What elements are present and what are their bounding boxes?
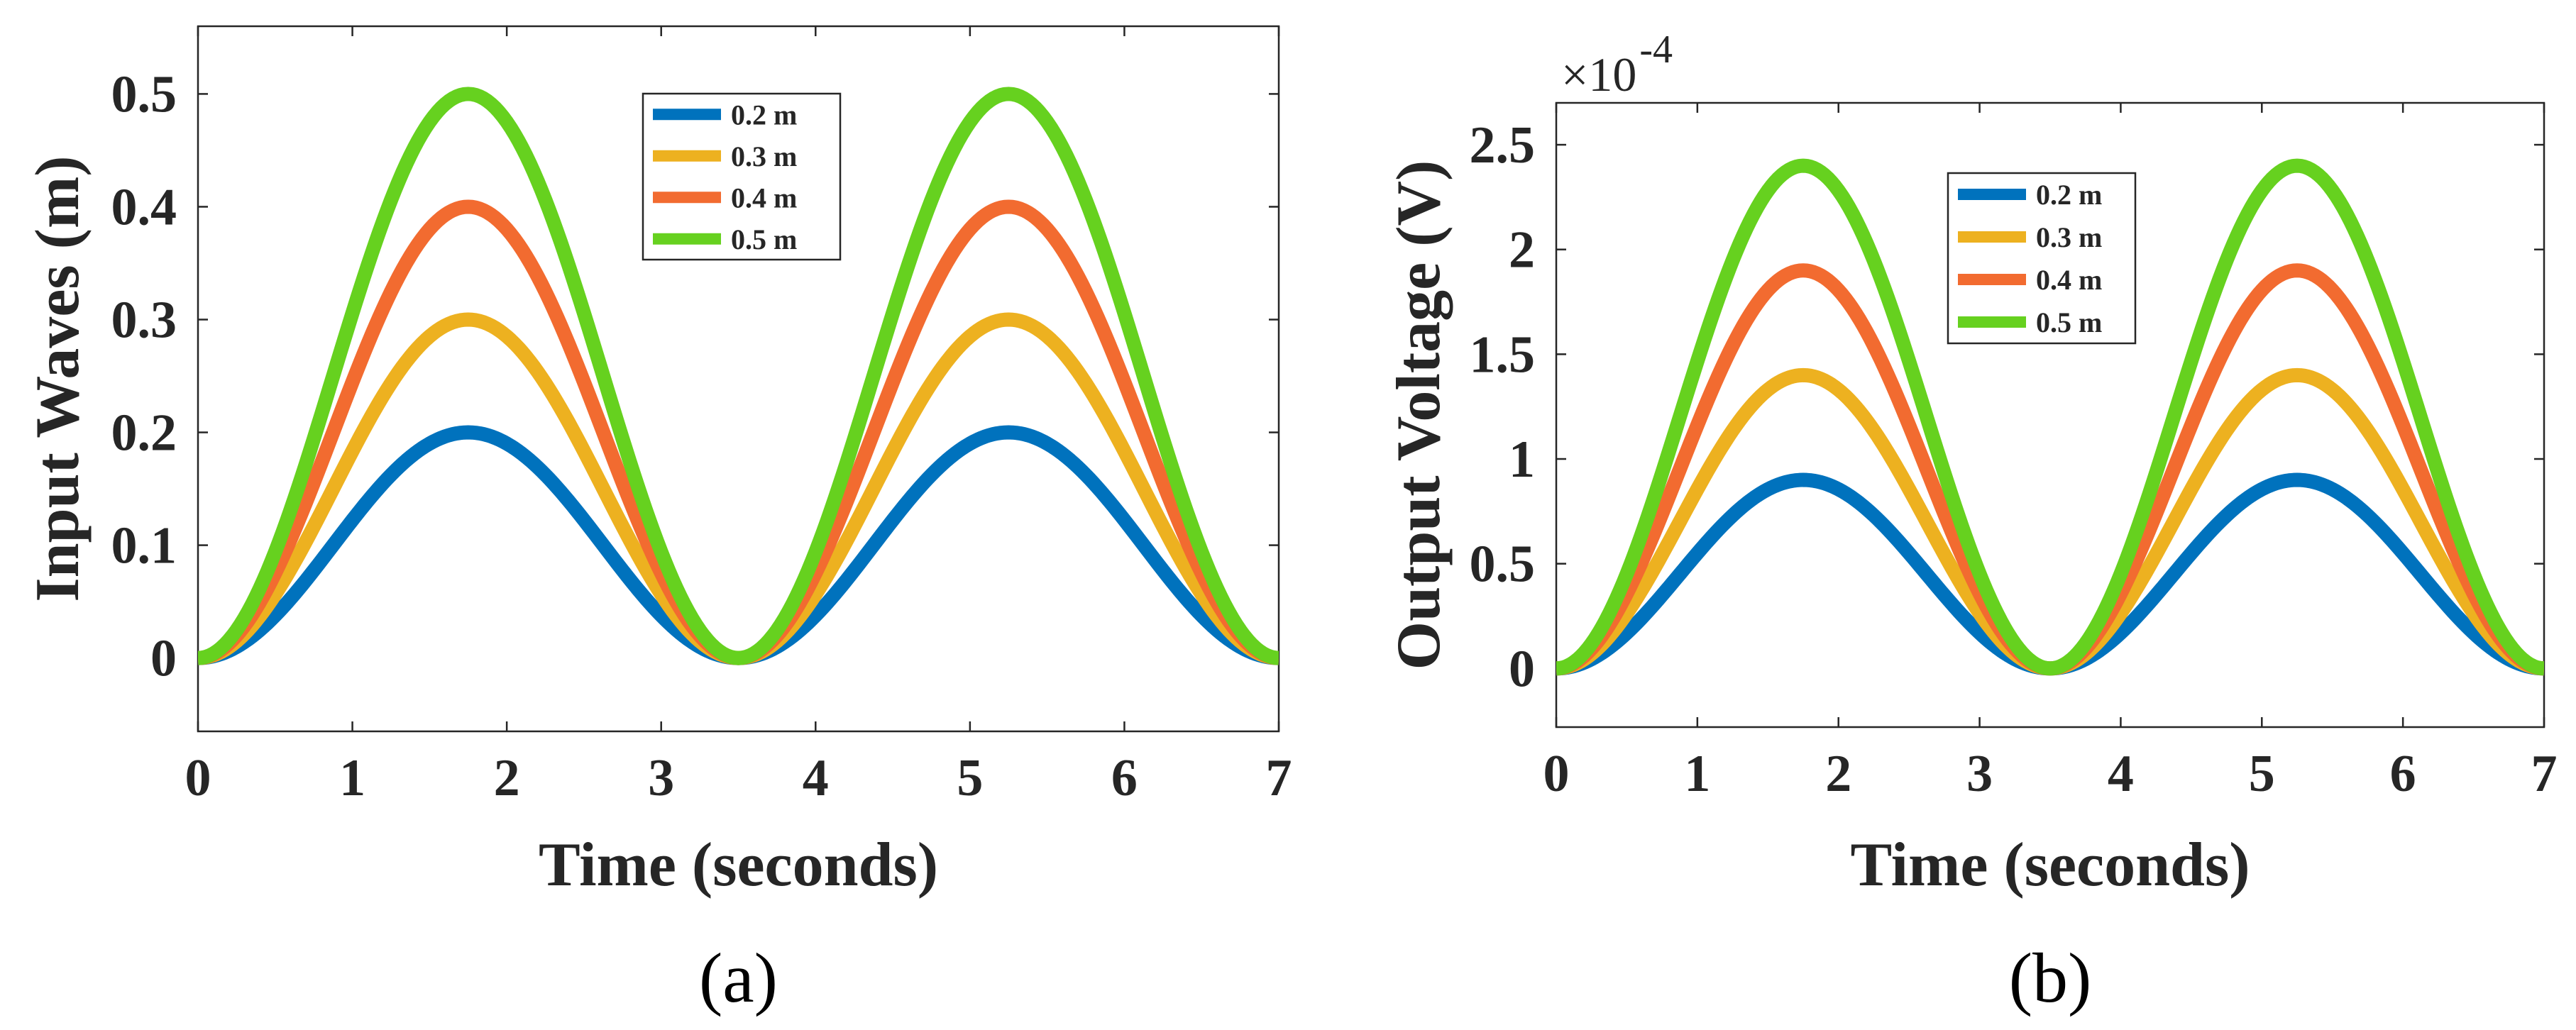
- x-tick-label: 2: [1825, 745, 1851, 803]
- y-axis-multiplier: ×10: [1561, 48, 1636, 101]
- y-tick-label: 1: [1509, 431, 1535, 489]
- x-tick-label: 2: [494, 749, 520, 807]
- x-tick-label: 0: [1543, 745, 1570, 803]
- y-tick-label: 0.2: [111, 404, 177, 463]
- legend: 0.2 m 0.3 m 0.4 m 0.5 m: [642, 92, 842, 261]
- y-axis-label: Output Voltage (V): [1385, 160, 1453, 670]
- legend-label: 0.3 m: [731, 140, 797, 172]
- panel-caption: (b): [2009, 938, 2092, 1017]
- legend-label: 0.3 m: [2036, 221, 2102, 253]
- series-line-0_2m: [1556, 472, 2544, 676]
- chart-panel-b: 0 1 2 3 4 5 6 7 0 0.5 1 1.5 2 2.5 Time (seconds) Output…: [1385, 28, 2557, 1017]
- legend-label: 0.2 m: [731, 99, 797, 131]
- x-tick-label: 4: [803, 749, 829, 807]
- legend-label: 0.5 m: [731, 223, 797, 255]
- axes-box: [1555, 101, 2545, 729]
- y-tick-label: 2: [1509, 221, 1535, 279]
- x-axis-label: Time (seconds): [1850, 831, 2250, 899]
- series-line-0_5m: [1556, 158, 2544, 676]
- legend: 0.2 m 0.3 m 0.4 m 0.5 m: [1947, 172, 2137, 345]
- x-tick-label: 5: [957, 749, 983, 807]
- x-tick-label: 5: [2249, 745, 2275, 803]
- legend-label: 0.4 m: [2036, 264, 2102, 296]
- legend-label: 0.2 m: [2036, 179, 2102, 211]
- y-axis-label: Input Waves (m): [23, 155, 92, 602]
- legend-label: 0.5 m: [2036, 306, 2102, 338]
- legend-label: 0.4 m: [731, 182, 797, 214]
- x-tick-label: 7: [2531, 745, 2558, 803]
- y-tick-label: 0.5: [1470, 536, 1536, 594]
- x-tick-label: 6: [2390, 745, 2416, 803]
- y-tick-label: 1.5: [1470, 326, 1536, 384]
- y-tick-label: 0.3: [111, 292, 177, 350]
- x-tick-label: 6: [1111, 749, 1138, 807]
- y-axis-multiplier-exponent: -4: [1639, 28, 1673, 72]
- y-tick-label: 0: [1509, 640, 1535, 698]
- y-tick-label: 0.5: [111, 65, 177, 123]
- x-tick-label: 0: [185, 749, 211, 807]
- y-tick-label: 0.1: [111, 517, 177, 575]
- y-tick-label: 0.4: [111, 178, 177, 236]
- x-tick-label: 1: [339, 749, 365, 807]
- series-line-0_2m: [198, 425, 1279, 665]
- x-tick-label: 4: [2108, 745, 2134, 803]
- y-tick-label: 2.5: [1470, 116, 1536, 175]
- y-tick-label: 0: [150, 630, 177, 688]
- series-line-0_5m: [198, 87, 1279, 665]
- x-axis-label: Time (seconds): [539, 831, 938, 899]
- legend-box: [642, 92, 842, 261]
- panel-caption: (a): [699, 938, 778, 1017]
- x-tick-label: 3: [1966, 745, 1993, 803]
- legend-box: [1947, 172, 2137, 345]
- x-tick-label: 7: [1266, 749, 1292, 807]
- x-tick-label: 1: [1684, 745, 1710, 803]
- x-tick-label: 3: [648, 749, 674, 807]
- axes-box: [197, 25, 1280, 733]
- chart-panel-a: 0 1 2 3 4 5 6 7 0 0.1 0.2 0.3 0.4 0.5 Time (seconds) In…: [23, 25, 1292, 1017]
